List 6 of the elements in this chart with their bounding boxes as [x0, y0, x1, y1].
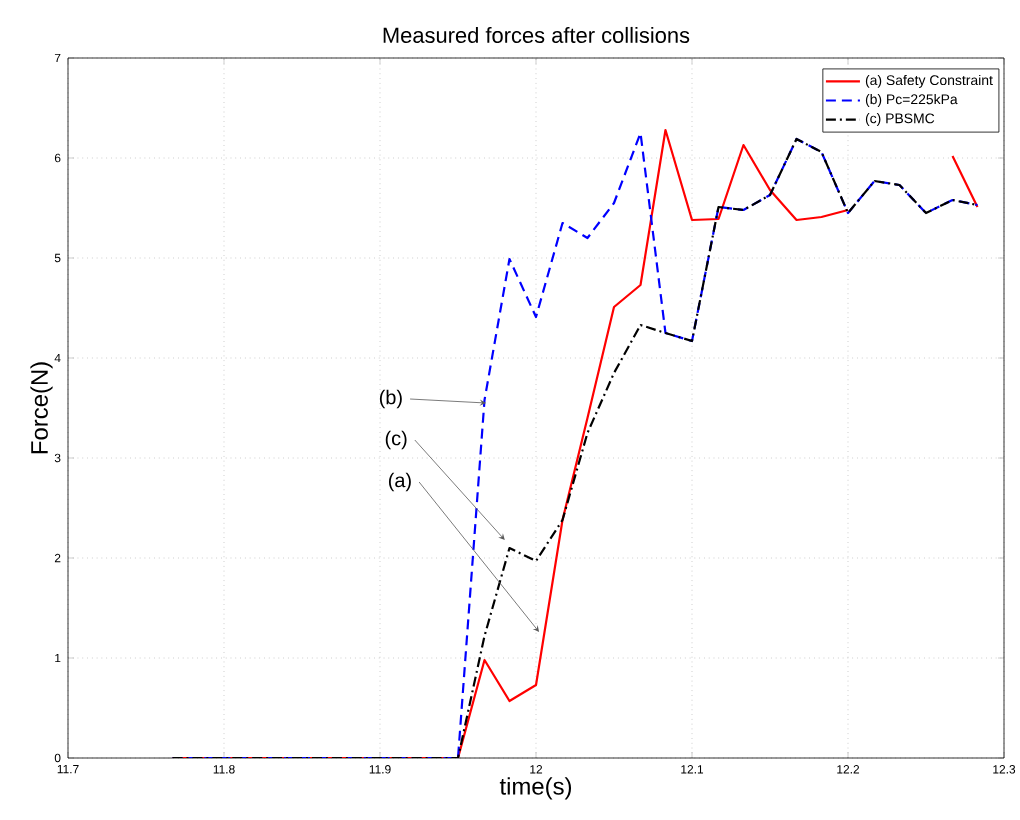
- chart-title: Measured forces after collisions: [383, 26, 690, 44]
- y-axis-title: Force(N): [30, 362, 53, 454]
- annotation: (a): [388, 472, 411, 492]
- annotation: (b): [379, 389, 402, 409]
- annotation: (c): [385, 430, 407, 450]
- x-axis-title: time(s): [499, 777, 572, 800]
